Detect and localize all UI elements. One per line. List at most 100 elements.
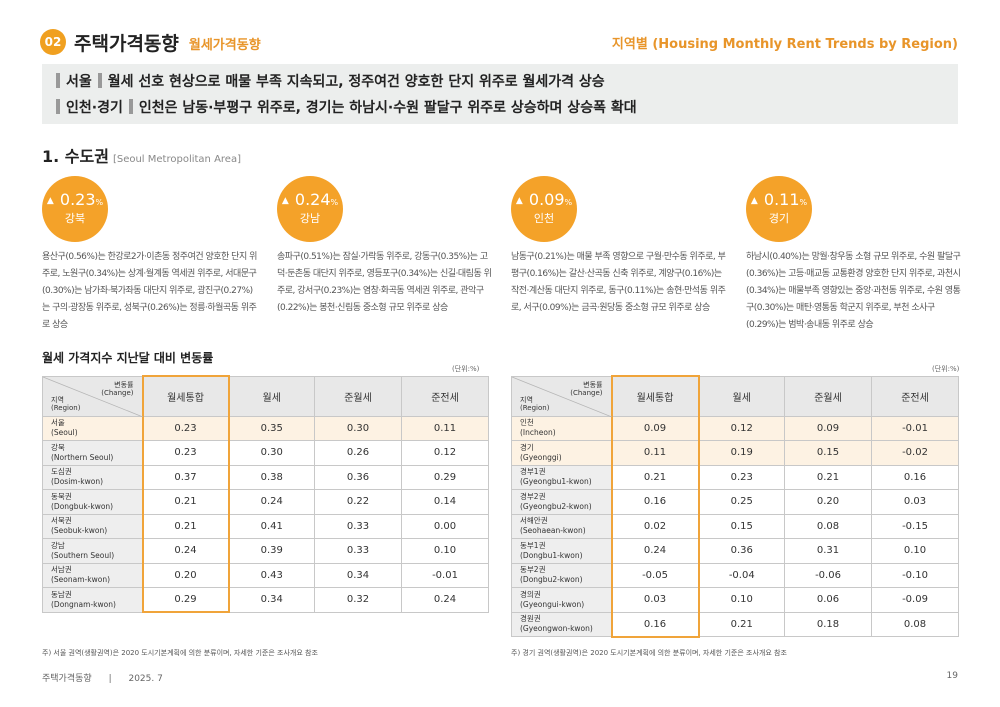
value-cell: 0.20 — [141, 562, 230, 588]
table-row: 동부2권 (Dongbu2-kwon) -0.05 -0.04 -0.06 -0.10 — [511, 562, 959, 588]
bar-marker — [56, 73, 60, 88]
column-header: 준전세 — [401, 375, 489, 417]
table-row: 경원권 (Gyeongwon-kwon) 0.16 0.21 0.18 0.08 — [511, 611, 959, 638]
change-label-en: (Change) — [101, 388, 134, 397]
column-header: 준전세 — [871, 375, 959, 417]
summary-region: 인천·경기 — [66, 100, 123, 116]
value-cell: -0.04 — [698, 562, 785, 588]
footer: 주택가격동향 | 2025. 7 — [42, 671, 163, 684]
region-label: 지역 — [520, 395, 533, 404]
value-cell: 0.24 — [141, 538, 230, 564]
unit-label-left: (단위:%) — [452, 365, 480, 373]
value-cell: 0.33 — [314, 513, 402, 539]
column-header: 월세통합 — [141, 375, 230, 417]
up-triangle-icon: ▲ — [750, 196, 758, 206]
region-name-en: (Dongnam-kwon) — [51, 599, 116, 609]
metro-section-title: 1. 수도권 [Seoul Metropolitan Area] — [42, 143, 241, 167]
value-cell: -0.02 — [871, 440, 959, 466]
description-gangnam: 송파구(0.51%)는 잠실·가락동 위주로, 강동구(0.35%)는 고덕·둔… — [277, 252, 492, 313]
region-name-cell: 강남 (Southern Seoul) — [42, 538, 143, 564]
value-cell: 0.29 — [141, 587, 230, 613]
summary-line-seoul: 서울 월세 선호 현상으로 매물 부족 지속되고, 정주여건 양호한 단지 위주로… — [56, 69, 958, 95]
value-cell: 0.03 — [871, 489, 959, 515]
region-name-cell: 서해안권 (Seohaean-kwon) — [511, 513, 612, 539]
region-name: 동부2권 — [520, 565, 546, 575]
region-title: 지역별 (Housing Monthly Rent Trends by Regi… — [611, 37, 958, 52]
region-name-cell: 서울 (Seoul) — [42, 415, 143, 441]
section-number-badge: 02 — [40, 29, 66, 55]
value-cell: 0.11 — [401, 415, 489, 441]
value-cell: 0.15 — [784, 440, 872, 466]
region-name-cell: 경원권 (Gyeongwon-kwon) — [511, 611, 612, 637]
value-cell: -0.01 — [871, 415, 959, 441]
note-right: 주) 경기 권역(생활권역)은 2020 도시기본계획에 의한 분류이며, 자세… — [511, 649, 787, 657]
summary-text: 월세 선호 현상으로 매물 부족 지속되고, 정주여건 양호한 단지 위주로 월… — [107, 74, 605, 90]
table-row: 경부1권 (Gyeongbu1-kwon) 0.21 0.23 0.21 0.16 — [511, 464, 959, 490]
summary-line-incheon-gyeonggi: 인천·경기 인천은 남동·부평구 위주로, 경기는 하남시·수원 팔달구 위주로 … — [56, 95, 958, 121]
value-cell: 0.22 — [314, 489, 402, 515]
value-cell: 0.34 — [228, 587, 315, 613]
region-name: 경원권 — [520, 614, 541, 624]
value-cell: 0.23 — [141, 415, 230, 441]
region-name: 서해안권 — [520, 516, 548, 526]
value-cell: 0.21 — [141, 489, 230, 515]
region-name-en: (Seohaean-kwon) — [520, 526, 586, 536]
up-triangle-icon: ▲ — [46, 196, 54, 206]
change-label: 변동률 — [114, 380, 134, 389]
region-name-cell: 경부1권 (Gyeongbu1-kwon) — [511, 464, 612, 490]
region-name-en: (Gyeongwon-kwon) — [520, 624, 593, 634]
table-row: 도심권 (Dosim-kwon) 0.37 0.38 0.36 0.29 — [42, 464, 489, 490]
table-row: 서울 (Seoul) 0.23 0.35 0.30 0.11 — [42, 415, 489, 441]
region-name: 도심권 — [51, 467, 72, 477]
value-cell: 0.29 — [401, 464, 489, 490]
region-name-en: (Northern Seoul) — [51, 452, 114, 462]
value-cell: 0.10 — [698, 587, 785, 613]
region-name: 인천 — [520, 418, 534, 428]
highlight-value: 0.11 — [763, 190, 800, 209]
table-header-row: 변동률 (Change) 지역 (Region) 월세통합 월세 준월세 준전세 — [42, 375, 489, 417]
value-cell: -0.05 — [610, 562, 700, 588]
summary-text: 인천은 남동·부평구 위주로, 경기는 하남시·수원 팔달구 위주로 상승하며 … — [138, 100, 637, 116]
value-cell: 0.14 — [401, 489, 489, 515]
metro-title-en: [Seoul Metropolitan Area] — [112, 154, 241, 165]
value-cell: -0.06 — [784, 562, 872, 588]
value-cell: 0.24 — [610, 538, 700, 564]
region-label: 지역 — [51, 395, 64, 404]
summary-region: 서울 — [66, 74, 92, 90]
value-cell: 0.18 — [784, 611, 872, 637]
footer-date: 2025. 7 — [128, 674, 163, 684]
description-gangbuk: 용산구(0.56%)는 한강로2가·이촌동 정주여건 양호한 단지 위주로, 노… — [42, 252, 257, 330]
region-label-en: (Region) — [51, 403, 81, 412]
metro-title-ko: 1. 수도권 — [42, 147, 109, 166]
table-body-right: 인천 (Incheon) 0.09 0.12 0.09 -0.01 경기 (Gyeonggi)… — [511, 415, 959, 638]
highlight-circle-gangbuk: ▲ 0.23% 강북 — [42, 176, 108, 242]
highlight-value: 0.24 — [294, 190, 331, 209]
value-cell: 0.41 — [228, 513, 315, 539]
region-name-en: (Dongbuk-kwon) — [51, 501, 114, 511]
diagonal-line — [512, 376, 612, 417]
table-row: 서남권 (Seonam-kwon) 0.20 0.43 0.34 -0.01 — [42, 562, 489, 588]
value-cell: 0.21 — [698, 611, 785, 637]
table-row: 경부2권 (Gyeongbu2-kwon) 0.16 0.25 0.20 0.03 — [511, 489, 959, 515]
value-cell: -0.10 — [871, 562, 959, 588]
value-cell: 0.02 — [610, 513, 700, 539]
column-header: 월세통합 — [610, 375, 700, 417]
value-cell: 0.08 — [871, 611, 959, 637]
region-name: 동부1권 — [520, 540, 546, 550]
value-cell: 0.16 — [610, 489, 700, 515]
table-row: 경기 (Gyeonggi) 0.11 0.19 0.15 -0.02 — [511, 440, 959, 466]
change-label-en: (Change) — [570, 388, 603, 397]
value-cell: 0.34 — [314, 562, 402, 588]
value-cell: 0.31 — [784, 538, 872, 564]
region-name: 강북 — [51, 442, 65, 452]
region-name-en: (Dongbu1-kwon) — [520, 550, 583, 560]
region-name-en: (Gyeongui-kwon) — [520, 599, 585, 609]
value-cell: -0.09 — [871, 587, 959, 613]
region-name: 서북권 — [51, 516, 72, 526]
region-name-cell: 경의권 (Gyeongui-kwon) — [511, 587, 612, 613]
up-triangle-icon: ▲ — [515, 196, 523, 206]
region-name: 동북권 — [51, 491, 72, 501]
value-cell: 0.12 — [698, 415, 785, 441]
highlight-unit: % — [799, 198, 808, 207]
table-title: 월세 가격지수 지난달 대비 변동률 — [42, 351, 214, 365]
